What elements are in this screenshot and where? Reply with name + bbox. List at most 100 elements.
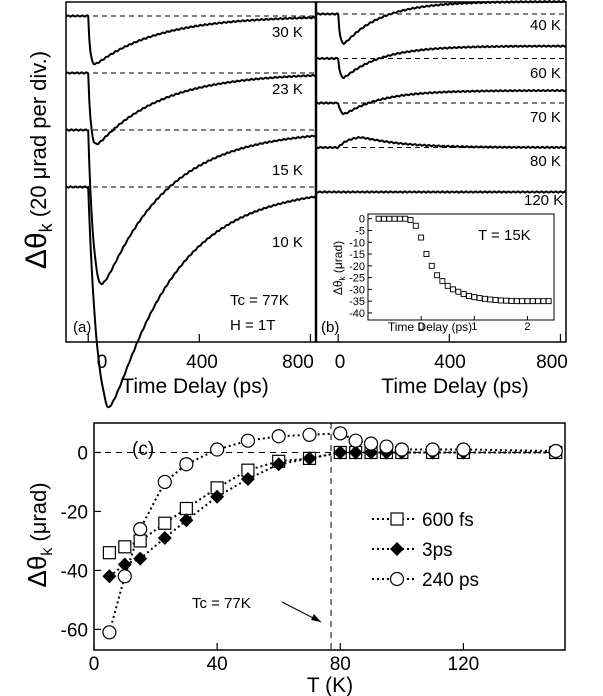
- inset-data-point: [476, 295, 483, 302]
- series-line: [108, 432, 556, 633]
- inset-data-point: [386, 215, 393, 222]
- data-point: [363, 436, 379, 451]
- trace-30K: [65, 14, 317, 66]
- inset-data-point: [396, 215, 403, 222]
- data-point: [117, 557, 132, 572]
- data-point: [456, 442, 471, 457]
- inset-data-point: [434, 272, 441, 279]
- panel-a-label: (a): [73, 319, 91, 336]
- data-point: [271, 457, 286, 472]
- inset-data-point: [508, 297, 515, 304]
- panel-c-annotation-arrowhead: [311, 614, 321, 622]
- inset-data-point: [455, 288, 462, 295]
- trace-120K: [315, 190, 567, 194]
- legend: 600 fs 3ps 240 ps: [372, 510, 479, 591]
- data-point: [302, 451, 317, 466]
- legend-marker: [390, 512, 404, 526]
- inset-data-point: [535, 298, 542, 305]
- panel-b-trace-label: 70 K: [530, 109, 561, 126]
- panel-b-reference-lines: [316, 13, 566, 193]
- inset-y-tick-label: -35: [349, 296, 365, 308]
- panel-a-trace-label: 23 K: [272, 81, 303, 98]
- panel-b-x-tick-label: 0: [335, 352, 346, 373]
- panel-b-x-ticks: [337, 334, 562, 342]
- y-tick-label: -60: [61, 620, 88, 641]
- series-line: [109, 451, 556, 554]
- panel-a-note-h: H = 1T: [230, 317, 275, 334]
- inset-data-point: [471, 294, 478, 301]
- panel-b-trace-label: 40 K: [530, 17, 561, 34]
- panel-b-traces: [315, 0, 567, 194]
- panel-a: 30 K 23 K 15 K 10 K Tc = 77K H = 1T (a) …: [65, 1, 317, 409]
- panel-a-x-tick-label: 0: [97, 352, 108, 373]
- inset-ticks: 0-5-10-15-20-25-30-35-400 1 2: [349, 214, 530, 333]
- panel-b-x-axis-label: Time Delay (ps): [381, 375, 528, 398]
- inset-data-point: [487, 296, 494, 303]
- legend-marker: [389, 571, 405, 587]
- data-point: [210, 489, 225, 504]
- inset-data-point: [418, 234, 425, 241]
- data-point: [158, 516, 172, 530]
- legend-entry-label: 3ps: [422, 540, 453, 561]
- legend-marker: [390, 542, 404, 556]
- trace-60K: [315, 44, 567, 80]
- inset-x-tick-label: 2: [524, 321, 530, 333]
- inset-y-tick-label: -15: [349, 249, 365, 261]
- panel-b: 40 K 60 K 70 K 80 K 120 K (b) 0 400 800 …: [314, 0, 568, 398]
- inset-data-point: [524, 298, 531, 305]
- inset-y-tick-label: -40: [349, 308, 365, 320]
- data-point: [210, 442, 225, 457]
- inset-y-tick-label: -10: [349, 237, 365, 249]
- panel-a-traces: [65, 14, 317, 409]
- x-tick-label: 80: [330, 654, 351, 675]
- data-point: [379, 439, 394, 454]
- data-point: [118, 540, 132, 554]
- inset-data-point: [545, 298, 552, 305]
- inset-x-tick-label: 1: [471, 321, 477, 333]
- x-tick-label: 120: [448, 654, 480, 675]
- trace-40K: [315, 0, 567, 46]
- legend-entry-label: 240 ps: [422, 570, 479, 591]
- data-point: [333, 445, 348, 460]
- inset-data-point: [439, 278, 446, 285]
- inset-data-point: [412, 222, 419, 229]
- inset-y-tick-label: 0: [359, 214, 365, 226]
- inset-data-point: [513, 298, 520, 305]
- panel-b-label: (b): [321, 319, 339, 336]
- inset-data-point: [375, 215, 382, 222]
- panel-a-trace-label: 10 K: [272, 234, 303, 251]
- data-point: [102, 625, 117, 640]
- shared-y-axis-label: Δθk (20 μrad per div.): [20, 51, 56, 269]
- trace-70K: [315, 88, 567, 115]
- inset-data-point: [402, 215, 409, 222]
- inset-data-point: [428, 262, 435, 269]
- panel-b-trace-label: 80 K: [530, 153, 561, 170]
- data-point: [133, 534, 147, 548]
- inset-data-point: [497, 297, 504, 304]
- panel-a-x-ticks: [87, 334, 312, 342]
- inset-data-point: [529, 298, 536, 305]
- data-point: [271, 429, 286, 444]
- panel-c-reference-lines: [94, 423, 565, 650]
- inset-y-tick-label: -30: [349, 284, 365, 296]
- y-tick-label: -40: [61, 561, 88, 582]
- trace-10K: [65, 185, 317, 409]
- data-point: [348, 433, 363, 448]
- data-point: [348, 445, 363, 460]
- panel-a-trace-label: 15 K: [272, 162, 303, 179]
- x-tick-label: 0: [89, 654, 100, 675]
- inset-data-point: [380, 215, 387, 222]
- x-tick-label: 40: [207, 654, 228, 675]
- panel-b-x-tick-label: 400: [434, 352, 466, 373]
- panel-c-series: [102, 426, 563, 640]
- inset-data-point: [423, 251, 430, 257]
- data-point: [179, 501, 193, 516]
- inset-y-axis-label: Δθk (μrad): [331, 241, 347, 295]
- data-point: [548, 443, 563, 459]
- data-point: [157, 530, 172, 545]
- data-point: [157, 474, 172, 490]
- inset-points: [375, 215, 552, 305]
- data-point: [240, 433, 256, 448]
- inset-data-point: [466, 293, 472, 299]
